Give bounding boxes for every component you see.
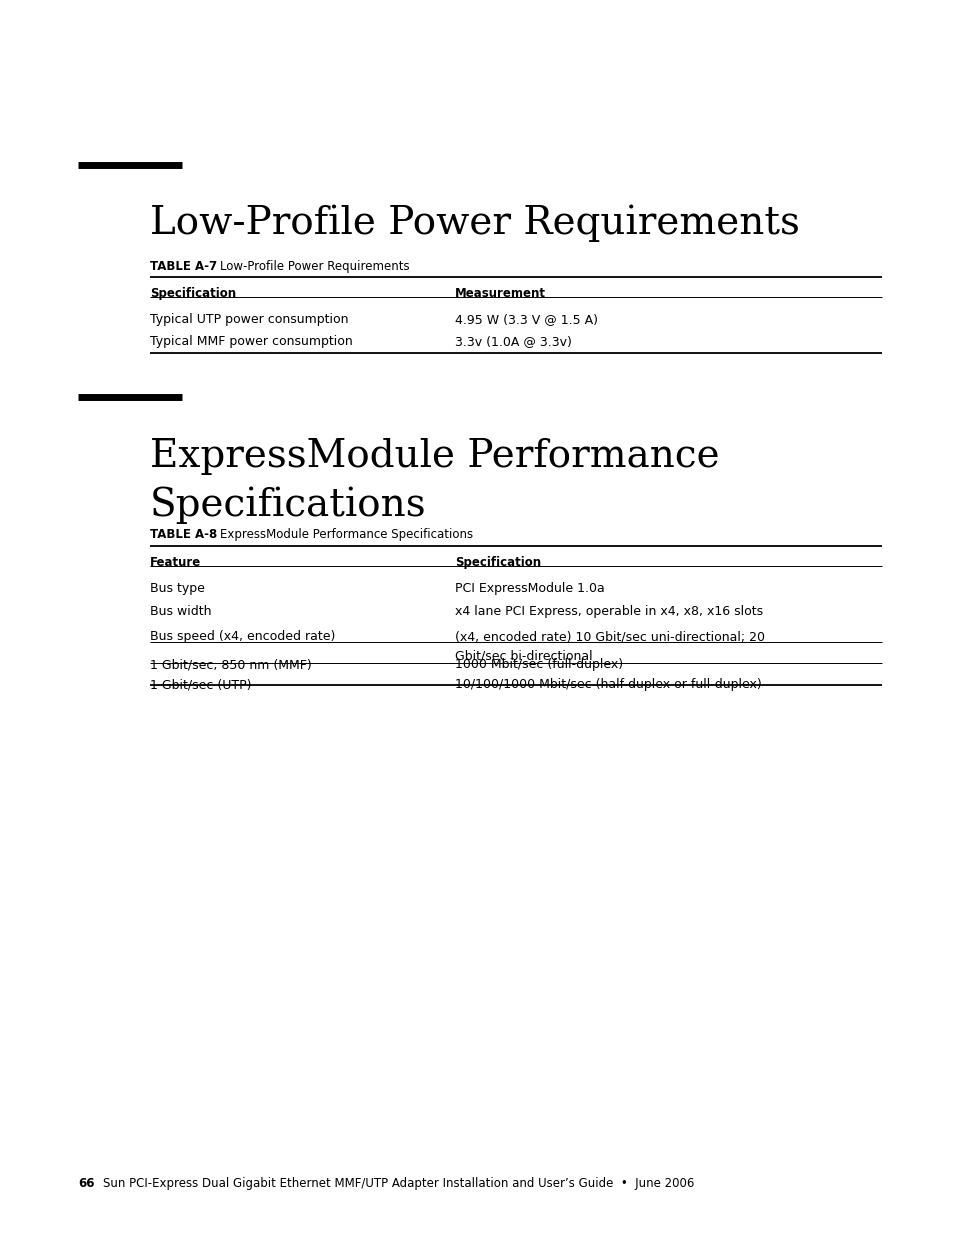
- Text: Typical MMF power consumption: Typical MMF power consumption: [150, 335, 353, 348]
- Text: Low-Profile Power Requirements: Low-Profile Power Requirements: [220, 261, 409, 273]
- Text: Bus width: Bus width: [150, 605, 212, 618]
- Text: (x4, encoded rate) 10 Gbit/sec uni-directional; 20: (x4, encoded rate) 10 Gbit/sec uni-direc…: [455, 630, 764, 643]
- Text: Bus speed (x4, encoded rate): Bus speed (x4, encoded rate): [150, 630, 335, 643]
- Text: ExpressModule Performance: ExpressModule Performance: [150, 438, 719, 475]
- Text: Measurement: Measurement: [455, 287, 545, 300]
- Text: Specifications: Specifications: [150, 487, 426, 524]
- Text: TABLE A-7: TABLE A-7: [150, 261, 217, 273]
- Text: Sun PCI-Express Dual Gigabit Ethernet MMF/UTP Adapter Installation and User’s Gu: Sun PCI-Express Dual Gigabit Ethernet MM…: [103, 1177, 694, 1191]
- Text: Typical UTP power consumption: Typical UTP power consumption: [150, 312, 348, 326]
- Text: PCI ExpressModule 1.0a: PCI ExpressModule 1.0a: [455, 582, 604, 595]
- Text: 1000 Mbit/sec (full-duplex): 1000 Mbit/sec (full-duplex): [455, 658, 622, 671]
- Text: Bus type: Bus type: [150, 582, 205, 595]
- Text: Feature: Feature: [150, 556, 201, 569]
- Text: 10/100/1000 Mbit/sec (half-duplex or full-duplex): 10/100/1000 Mbit/sec (half-duplex or ful…: [455, 678, 760, 692]
- Text: 66: 66: [78, 1177, 94, 1191]
- Text: Specification: Specification: [150, 287, 236, 300]
- Text: Low-Profile Power Requirements: Low-Profile Power Requirements: [150, 205, 799, 242]
- Text: x4 lane PCI Express, operable in x4, x8, x16 slots: x4 lane PCI Express, operable in x4, x8,…: [455, 605, 762, 618]
- Text: ExpressModule Performance Specifications: ExpressModule Performance Specifications: [220, 529, 473, 541]
- Text: 4.95 W (3.3 V @ 1.5 A): 4.95 W (3.3 V @ 1.5 A): [455, 312, 598, 326]
- Text: 1 Gbit/sec (UTP): 1 Gbit/sec (UTP): [150, 678, 252, 692]
- Text: 3.3v (1.0A @ 3.3v): 3.3v (1.0A @ 3.3v): [455, 335, 571, 348]
- Text: TABLE A-8: TABLE A-8: [150, 529, 217, 541]
- Text: Gbit/sec bi-directional: Gbit/sec bi-directional: [455, 650, 592, 662]
- Text: 1 Gbit/sec, 850 nm (MMF): 1 Gbit/sec, 850 nm (MMF): [150, 658, 312, 671]
- Text: Specification: Specification: [455, 556, 540, 569]
